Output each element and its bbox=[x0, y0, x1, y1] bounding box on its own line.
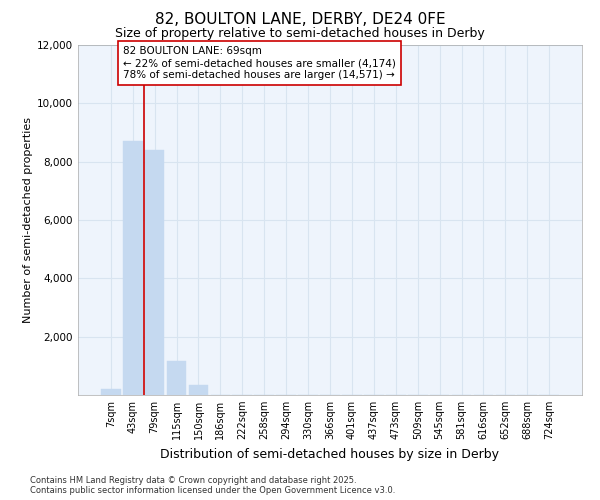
X-axis label: Distribution of semi-detached houses by size in Derby: Distribution of semi-detached houses by … bbox=[161, 448, 499, 460]
Bar bbox=[167, 362, 187, 395]
Text: 82 BOULTON LANE: 69sqm
← 22% of semi-detached houses are smaller (4,174)
78% of : 82 BOULTON LANE: 69sqm ← 22% of semi-det… bbox=[123, 46, 396, 80]
Bar bbox=[123, 141, 143, 395]
Text: 82, BOULTON LANE, DERBY, DE24 0FE: 82, BOULTON LANE, DERBY, DE24 0FE bbox=[155, 12, 445, 28]
Bar bbox=[188, 386, 208, 395]
Bar bbox=[145, 150, 164, 395]
Text: Size of property relative to semi-detached houses in Derby: Size of property relative to semi-detach… bbox=[115, 28, 485, 40]
Y-axis label: Number of semi-detached properties: Number of semi-detached properties bbox=[23, 117, 33, 323]
Bar bbox=[101, 390, 121, 395]
Text: Contains HM Land Registry data © Crown copyright and database right 2025.
Contai: Contains HM Land Registry data © Crown c… bbox=[30, 476, 395, 495]
